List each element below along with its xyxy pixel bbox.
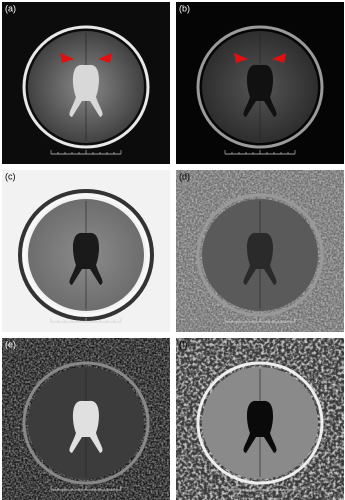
panel-label: (b) (179, 3, 190, 13)
image-panel: (f) (176, 338, 344, 500)
ventricles (243, 232, 277, 285)
ventricles (69, 232, 103, 285)
panel-label: (a) (5, 3, 16, 13)
skull (22, 193, 150, 317)
red-arrow (234, 53, 248, 63)
ventricles (69, 64, 103, 117)
image-panel: (b) (176, 2, 344, 164)
ventricles (243, 400, 277, 453)
panel-label: (f) (179, 339, 188, 349)
red-arrow (60, 53, 74, 63)
ventricles (69, 400, 103, 453)
image-panel: (c) (2, 170, 170, 332)
panel-label: (d) (179, 171, 190, 181)
image-panel: (d) (176, 170, 344, 332)
red-arrow (272, 53, 286, 63)
ventricles (243, 64, 277, 117)
skull (196, 25, 324, 149)
skull (22, 361, 150, 485)
skull (196, 193, 324, 317)
skull (22, 25, 150, 149)
image-panel: (e) (2, 338, 170, 500)
skull (196, 361, 324, 485)
red-arrow (98, 53, 112, 63)
panel-label: (c) (5, 171, 16, 181)
image-panel: (a) (2, 2, 170, 164)
panel-label: (e) (5, 339, 16, 349)
